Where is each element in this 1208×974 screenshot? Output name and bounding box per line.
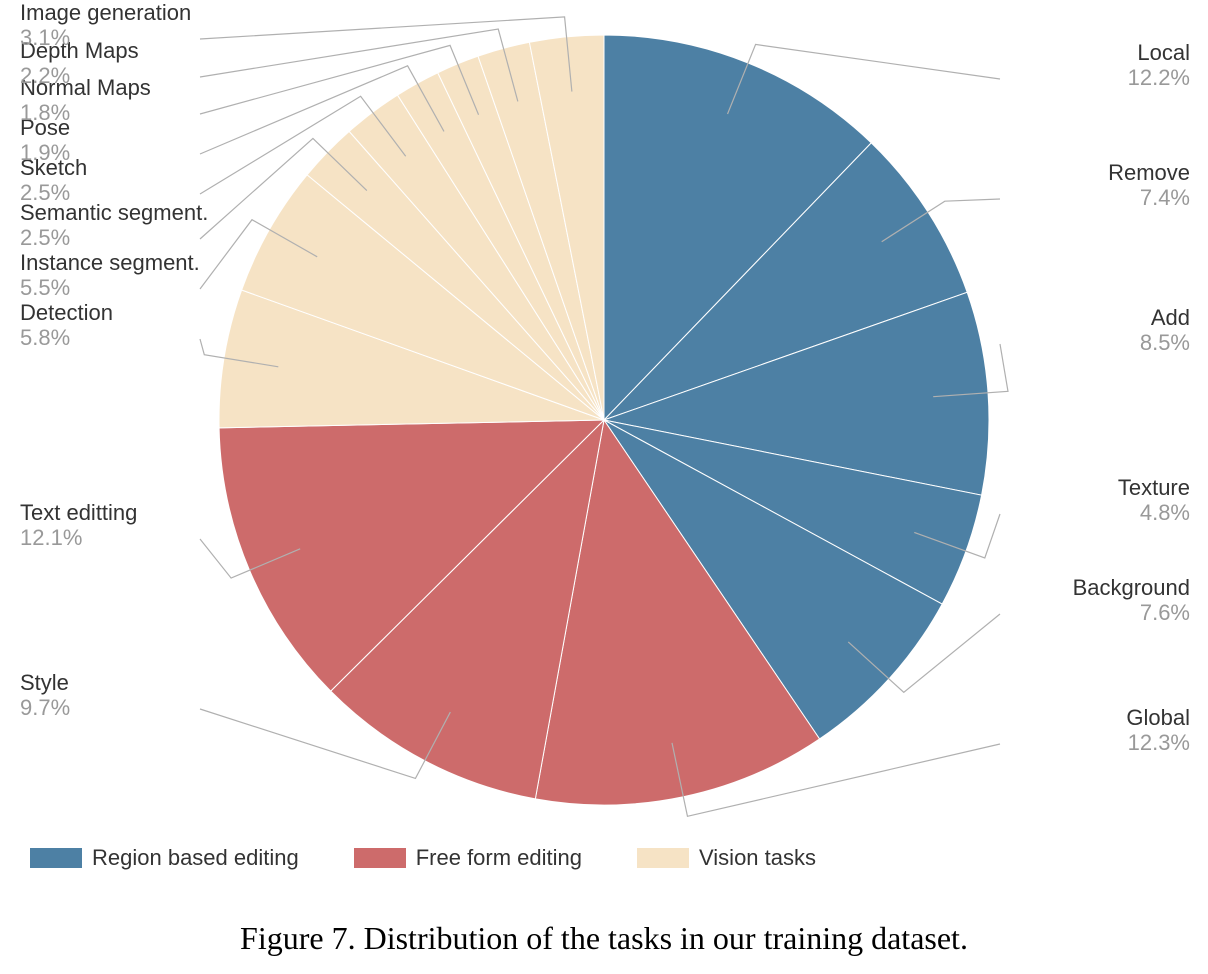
- legend: Region based editing Free form editing Vis…: [30, 845, 816, 871]
- legend-label: Region based editing: [92, 845, 299, 871]
- legend-label: Free form editing: [416, 845, 582, 871]
- legend-swatch: [354, 848, 406, 868]
- pie-chart-figure: Local12.2%Remove7.4%Add8.5%Texture4.8%Ba…: [0, 0, 1208, 974]
- pie-svg: [0, 0, 1208, 974]
- legend-item: Region based editing: [30, 845, 299, 871]
- legend-swatch: [637, 848, 689, 868]
- legend-swatch: [30, 848, 82, 868]
- figure-caption: Figure 7. Distribution of the tasks in o…: [0, 920, 1208, 957]
- caption-text: Figure 7. Distribution of the tasks in o…: [240, 920, 968, 956]
- legend-item: Vision tasks: [637, 845, 816, 871]
- legend-label: Vision tasks: [699, 845, 816, 871]
- legend-item: Free form editing: [354, 845, 582, 871]
